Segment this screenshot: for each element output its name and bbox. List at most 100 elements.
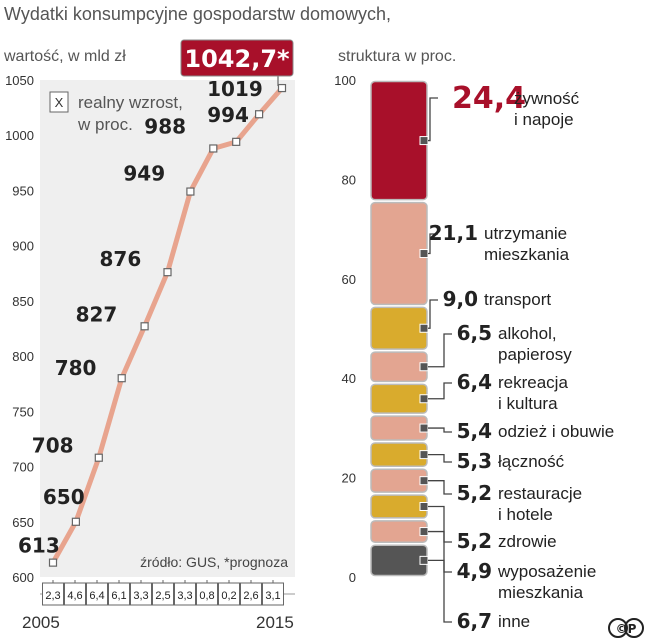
bar-segment xyxy=(370,415,428,441)
y-tick-label: 600 xyxy=(12,570,34,585)
data-point xyxy=(232,137,241,146)
growth-label: 2,3 xyxy=(45,590,60,602)
bar-segment xyxy=(370,80,428,201)
growth-box xyxy=(42,582,64,606)
growth-legend-line-1: realny wzrost, xyxy=(78,93,183,112)
growth-box xyxy=(262,582,284,606)
bar-segment xyxy=(370,442,428,468)
growth-box xyxy=(86,582,108,606)
bar-y-tick-label: 40 xyxy=(342,371,356,386)
segment-value-label: 5,4 xyxy=(457,419,492,443)
source-note: źródło: GUS, *prognoza xyxy=(140,554,288,570)
highlight-value-label: 1042,7* xyxy=(184,45,290,73)
value-label: 708 xyxy=(32,434,74,458)
bar-chart-y-axis: 0 20 40 60 80 100 xyxy=(334,73,356,585)
segment-value-label: 21,1 xyxy=(429,221,478,245)
segment-name-label: transport xyxy=(484,290,551,309)
line-chart-panel xyxy=(40,80,295,577)
segment-name-label: łączność xyxy=(498,452,565,471)
growth-label: 0,8 xyxy=(199,590,214,602)
bar-segment xyxy=(370,544,428,577)
y-tick-label: 850 xyxy=(12,294,34,309)
stacked-bar xyxy=(370,80,428,577)
value-label: 988 xyxy=(144,114,186,138)
segment-marker xyxy=(419,555,429,565)
data-point xyxy=(117,374,126,383)
growth-box xyxy=(240,582,262,606)
segment-marker xyxy=(419,323,429,333)
bar-segment xyxy=(370,201,428,306)
segment-marker xyxy=(419,249,429,259)
bar-segment xyxy=(370,351,428,383)
data-point xyxy=(48,558,58,567)
figure-title: Wydatki konsumpcyjne gospodarstw domowyc… xyxy=(4,4,391,24)
segment-leader xyxy=(428,505,452,543)
data-point xyxy=(209,144,218,153)
segment-leader xyxy=(428,97,438,142)
segment-marker xyxy=(419,450,429,460)
year-end-label: 2015 xyxy=(256,613,294,632)
segment-name-label: alkohol, xyxy=(498,324,557,343)
segment-leader xyxy=(428,299,438,329)
segment-value-label: 4,9 xyxy=(457,559,492,583)
bar-segment xyxy=(370,494,428,519)
segment-leader xyxy=(428,333,452,368)
growth-label: 0,2 xyxy=(221,590,236,602)
data-point xyxy=(71,517,81,526)
segment-name-label: żywność xyxy=(514,89,580,108)
value-label: 949 xyxy=(123,162,165,186)
value-label: 650 xyxy=(43,485,85,509)
segment-marker xyxy=(419,527,429,537)
segment-name-label: restauracje xyxy=(498,484,582,503)
segment-marker xyxy=(419,476,429,486)
segment-name-label: inne xyxy=(498,612,530,631)
segment-value-label: 5,2 xyxy=(457,529,492,553)
data-point xyxy=(140,322,149,331)
year-start-label: 2005 xyxy=(22,613,60,632)
data-point xyxy=(255,110,264,119)
bar-segment xyxy=(370,306,428,350)
value-label: 1019 xyxy=(207,77,263,101)
segment-leader xyxy=(428,233,438,255)
segment-name-label: rekreacja xyxy=(498,373,568,392)
highlight-value-box xyxy=(180,39,294,77)
bar-segment xyxy=(370,468,428,493)
segment-leader xyxy=(428,453,452,463)
segment-value-label: 9,0 xyxy=(443,287,478,311)
segment-leader xyxy=(428,530,452,573)
segment-marker xyxy=(419,501,429,511)
y-tick-label: 650 xyxy=(12,515,34,530)
growth-label: 2,6 xyxy=(243,590,258,602)
segment-marker xyxy=(419,423,429,433)
growth-legend-box-mark: X xyxy=(55,95,64,110)
bar-segment xyxy=(370,383,428,414)
y-tick-label: 1000 xyxy=(5,128,34,143)
segment-leader xyxy=(428,382,452,400)
left-subtitle: wartość, w mld zł xyxy=(3,48,126,65)
line-chart-y-axis: 600 650 700 750 800 850 900 950 1000 1050 xyxy=(5,73,34,585)
publisher-logo-text: ©P xyxy=(616,622,637,636)
data-point xyxy=(277,83,287,93)
value-label: 876 xyxy=(100,247,142,271)
segment-value-label: 6,7 xyxy=(457,609,492,633)
value-label: 613 xyxy=(18,534,60,558)
value-label: 994 xyxy=(207,103,249,127)
growth-box xyxy=(64,582,86,606)
growth-box xyxy=(130,582,152,606)
segment-leader xyxy=(428,427,452,433)
segment-name-label: odzież i obuwie xyxy=(498,422,614,441)
growth-label: 3,1 xyxy=(265,590,280,602)
y-tick-label: 900 xyxy=(12,239,34,254)
bar-y-tick-label: 80 xyxy=(342,172,356,187)
growth-box xyxy=(218,582,240,606)
growth-label: 6,1 xyxy=(111,590,126,602)
segment-name-label: mieszkania xyxy=(498,583,584,602)
segment-value-label: 5,3 xyxy=(457,449,492,473)
right-subtitle: struktura w proc. xyxy=(338,48,456,65)
segment-marker xyxy=(419,136,429,146)
bar-y-tick-label: 60 xyxy=(342,272,356,287)
growth-label: 4,6 xyxy=(67,590,82,602)
